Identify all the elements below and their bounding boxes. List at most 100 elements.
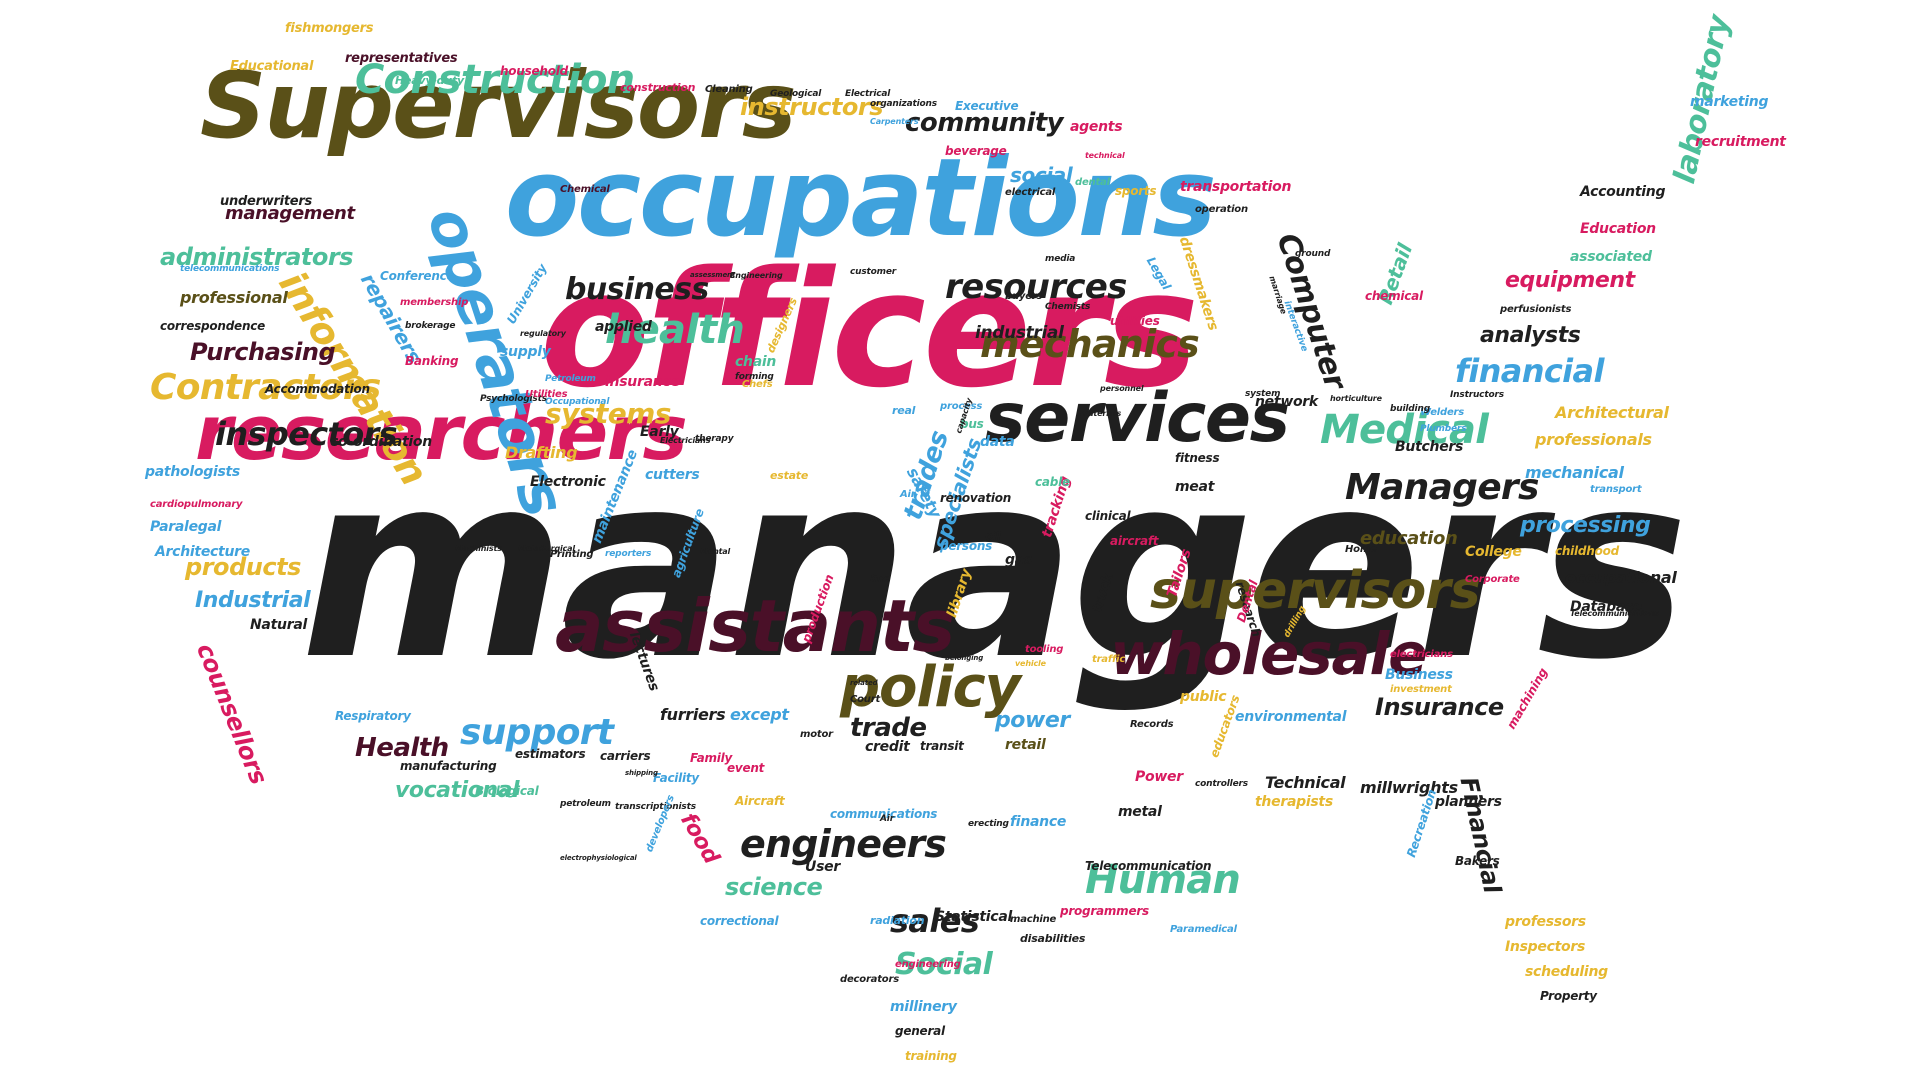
- word-banking: Banking: [405, 354, 459, 368]
- word-business: business: [565, 272, 709, 307]
- word-facility: Facility: [653, 771, 700, 785]
- word-trade: trade: [850, 713, 927, 743]
- word-inspectors: Inspectors: [1505, 939, 1586, 955]
- word-childhood: childhood: [1555, 544, 1619, 558]
- word-biological: Biological: [475, 784, 539, 798]
- word-agents: agents: [1070, 119, 1123, 135]
- word-management: management: [225, 203, 355, 224]
- word-bus: bus: [960, 417, 984, 431]
- word-health: health: [605, 307, 745, 353]
- word-utilities: Utilities: [525, 389, 568, 400]
- word-mechanics: mechanics: [980, 322, 1200, 366]
- word-reporters: reporters: [605, 549, 652, 559]
- word-paralegal: Paralegal: [150, 519, 222, 535]
- word-welders: Welders: [1420, 407, 1465, 418]
- word-disabilities: disabilities: [1020, 932, 1086, 945]
- word-radiation: radiation: [870, 914, 925, 927]
- word-line: line: [870, 574, 890, 585]
- word-contractors: Contractors: [150, 367, 381, 408]
- word-correspondence: correspondence: [160, 319, 266, 333]
- word-purchasing: Purchasing: [190, 338, 336, 366]
- word-supervisors: supervisors: [1150, 561, 1481, 621]
- word-furriers: furriers: [660, 705, 726, 724]
- word-industrial: Industrial: [195, 588, 311, 613]
- word-operation: operation: [1195, 204, 1248, 215]
- word-cable: cable: [1035, 475, 1070, 489]
- word-customer: customer: [850, 267, 897, 277]
- word-investment: investment: [1390, 684, 1452, 695]
- word-related: related: [850, 679, 878, 687]
- word-oil: oil: [985, 529, 1001, 543]
- word-fishmongers: fishmongers: [285, 21, 374, 36]
- word-electrical: electrical: [1005, 187, 1056, 198]
- word-renovation: renovation: [940, 491, 1012, 505]
- word-media: media: [1045, 254, 1076, 264]
- word-scheduling: scheduling: [1525, 964, 1608, 980]
- word-transportation: transportation: [1180, 179, 1292, 195]
- word-general: general: [895, 1024, 945, 1038]
- word-materials: materials: [1080, 409, 1122, 418]
- word-finance: finance: [1010, 814, 1067, 830]
- word-statistical: Statistical: [935, 909, 1013, 925]
- word-inspectors: inspectors: [215, 415, 398, 453]
- word-sports: sports: [1115, 184, 1157, 198]
- word-systems: systems: [545, 397, 671, 430]
- word-building: building: [1390, 404, 1430, 414]
- word-household: household: [500, 64, 568, 78]
- word-business: Business: [1385, 667, 1453, 683]
- word-network: network: [1255, 394, 1318, 410]
- word-therapists: therapists: [1255, 794, 1333, 810]
- word-carpenters: Carpenters: [870, 117, 919, 126]
- word-engineering: Engineering: [730, 271, 783, 280]
- word-counsellors: counsellors: [190, 639, 273, 789]
- word-support: support: [460, 712, 614, 753]
- word-cardiopulmonary: cardiopulmonary: [150, 499, 243, 510]
- word-traffic: traffic: [1092, 654, 1126, 665]
- word-machinists: Machinists: [455, 544, 502, 553]
- word-telecommunications: Telecommunications: [1570, 609, 1659, 618]
- word-gas: gas: [1005, 552, 1032, 568]
- word-except: except: [730, 705, 789, 724]
- word-manufacturing: manufacturing: [400, 759, 497, 773]
- word-medical: Medical: [1320, 407, 1489, 453]
- word-regulatory: regulatory: [520, 329, 566, 338]
- word-home: Home: [1345, 544, 1377, 555]
- word-administrators: administrators: [160, 243, 354, 271]
- word-chemists: Chemists: [1045, 302, 1091, 312]
- word-supply: supply: [500, 344, 551, 360]
- word-persons: persons: [940, 539, 993, 553]
- word-officers: officers: [540, 236, 1199, 423]
- word-decorators: decorators: [840, 974, 899, 985]
- word-user: User: [805, 859, 840, 875]
- word-estate: estate: [770, 469, 809, 482]
- word-meat: meat: [1175, 479, 1215, 495]
- word-chemical: Chemical: [560, 184, 610, 195]
- word-conference: Conference: [380, 269, 455, 283]
- word-horticulture: horticulture: [1330, 394, 1382, 403]
- word-therapy: therapy: [695, 434, 734, 444]
- word-co-ordination: co-ordination: [330, 434, 432, 450]
- word-records: Records: [1130, 719, 1174, 730]
- word-clinical: clinical: [1085, 509, 1131, 523]
- word-planners: planners: [1435, 794, 1502, 810]
- word-executive: Executive: [955, 99, 1019, 113]
- word-geological: Geological: [770, 89, 822, 99]
- word-forming: forming: [735, 372, 774, 382]
- word-accommodation: Accommodation: [265, 382, 370, 396]
- word-occupations: occupations: [505, 136, 1217, 261]
- word-cutters: cutters: [645, 467, 700, 483]
- word-power: power: [995, 708, 1070, 733]
- word-applied: applied: [595, 319, 652, 335]
- word-database: Database: [1570, 599, 1643, 615]
- word-managers: managers: [300, 419, 1689, 716]
- word-managers: Managers: [1345, 467, 1539, 508]
- word-services: services: [985, 379, 1290, 458]
- word-construction: Construction: [355, 57, 635, 103]
- word-natural: Natural: [250, 617, 308, 633]
- word-technical: technical: [1085, 151, 1125, 160]
- word-professors: professors: [1505, 914, 1586, 930]
- word-electronic: Electronic: [530, 474, 606, 490]
- word-professional: professional: [180, 288, 288, 307]
- word-researchers: researchers: [195, 388, 688, 477]
- word-educational: Educational: [230, 59, 314, 74]
